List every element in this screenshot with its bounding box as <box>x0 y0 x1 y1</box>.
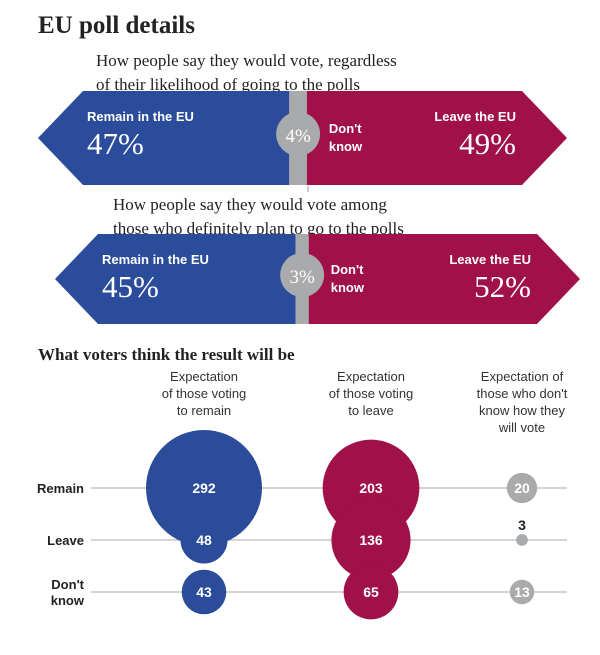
dontknow-bubble <box>276 112 321 156</box>
column-header-line: those who don't <box>477 386 568 401</box>
column-header-line: Expectation <box>170 369 238 384</box>
bubble-value: 48 <box>196 532 212 548</box>
leave-value: 49% <box>459 126 516 161</box>
bubble-value: 65 <box>363 584 379 600</box>
bubble-mark: 13 <box>509 579 535 605</box>
row-label: Remain <box>37 481 84 496</box>
bubble-circle <box>180 516 228 564</box>
column-header-line: of those voting <box>162 386 247 401</box>
leave-bar-segment <box>308 234 580 324</box>
dontknow-label: know <box>329 139 363 154</box>
bubble-value: 292 <box>192 480 216 496</box>
bubble-mark: 292 <box>146 430 262 546</box>
column-header-line: of those voting <box>329 386 414 401</box>
column-header-line: know how they <box>479 403 565 418</box>
leave-label: Leave the EU <box>449 252 531 267</box>
dontknow-label: know <box>331 280 365 295</box>
bar-subtitle-line: How people say they would vote, regardle… <box>96 51 397 70</box>
row-label: Don't <box>51 577 84 592</box>
bubble-mark: 3 <box>516 517 528 546</box>
bubble-value: 136 <box>359 532 383 548</box>
bubble-circle <box>181 569 227 615</box>
row-label: Leave <box>47 533 84 548</box>
bubble-value: 43 <box>196 584 212 600</box>
bubble-mark: 43 <box>181 569 227 615</box>
dontknow-label: Don't <box>329 121 362 136</box>
bubble-circle <box>146 430 262 546</box>
bubble-mark: 136 <box>331 500 411 580</box>
leave-label: Leave the EU <box>434 109 516 124</box>
remain-label: Remain in the EU <box>87 109 194 124</box>
bar-subtitle-line: those who definitely plan to go to the p… <box>113 219 404 238</box>
bubble-circle <box>331 500 411 580</box>
remain-value: 47% <box>87 126 144 161</box>
bar-subtitle-line: of their likelihood of going to the poll… <box>96 75 360 94</box>
row-label: know <box>51 593 85 608</box>
leave-bar-segment <box>306 91 567 185</box>
page-title: EU poll details <box>38 12 195 39</box>
column-header-line: to remain <box>177 403 231 418</box>
bubble-mark: 20 <box>506 472 538 504</box>
dontknow-bubble <box>280 253 325 297</box>
bubble-value: 3 <box>518 517 526 533</box>
dontknow-label: Don't <box>331 262 364 277</box>
bubble-mark: 48 <box>180 516 228 564</box>
bubble-value: 13 <box>514 584 530 600</box>
remain-bar-segment <box>55 234 296 324</box>
bar-subtitle-line: How people say they would vote among <box>113 195 387 214</box>
column-header-line: Expectation of <box>481 369 564 384</box>
dontknow-value: 4% <box>285 126 311 147</box>
column-header-line: to leave <box>348 403 394 418</box>
bubble-circle <box>343 564 399 620</box>
bubble-circle <box>516 534 528 546</box>
bubble-value: 203 <box>359 480 383 496</box>
leave-value: 52% <box>474 269 531 304</box>
bubble-chart-title: What voters think the result will be <box>38 345 295 364</box>
column-header-line: Expectation <box>337 369 405 384</box>
dontknow-value: 3% <box>289 267 315 288</box>
column-header-line: will vote <box>498 420 545 435</box>
remain-label: Remain in the EU <box>102 252 209 267</box>
bubble-mark: 65 <box>343 564 399 620</box>
bubble-circle <box>509 579 535 605</box>
remain-value: 45% <box>102 269 159 304</box>
remain-bar-segment <box>38 91 290 185</box>
bubble-value: 20 <box>514 480 530 496</box>
bubble-circle <box>506 472 538 504</box>
